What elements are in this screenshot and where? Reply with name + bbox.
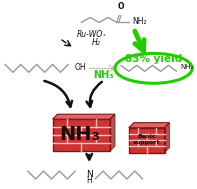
Text: OH: OH (74, 63, 86, 72)
Polygon shape (129, 123, 169, 128)
Text: N: N (86, 170, 93, 179)
Text: NH₃: NH₃ (59, 125, 100, 144)
Text: NH₂: NH₂ (180, 64, 194, 70)
Polygon shape (53, 114, 115, 119)
Text: O: O (118, 2, 124, 12)
Text: NH₂: NH₂ (132, 17, 146, 26)
Text: NH₃: NH₃ (93, 70, 113, 80)
Text: ₓ: ₓ (103, 32, 106, 37)
Text: Basic
support: Basic support (133, 134, 160, 145)
Polygon shape (164, 123, 169, 153)
Text: Ru-WO: Ru-WO (77, 30, 103, 39)
Text: 83% yield: 83% yield (125, 54, 182, 64)
Text: H: H (86, 176, 92, 184)
Bar (129, 128, 164, 153)
Bar (53, 119, 110, 151)
Polygon shape (110, 114, 115, 151)
Text: H₂: H₂ (92, 38, 100, 47)
